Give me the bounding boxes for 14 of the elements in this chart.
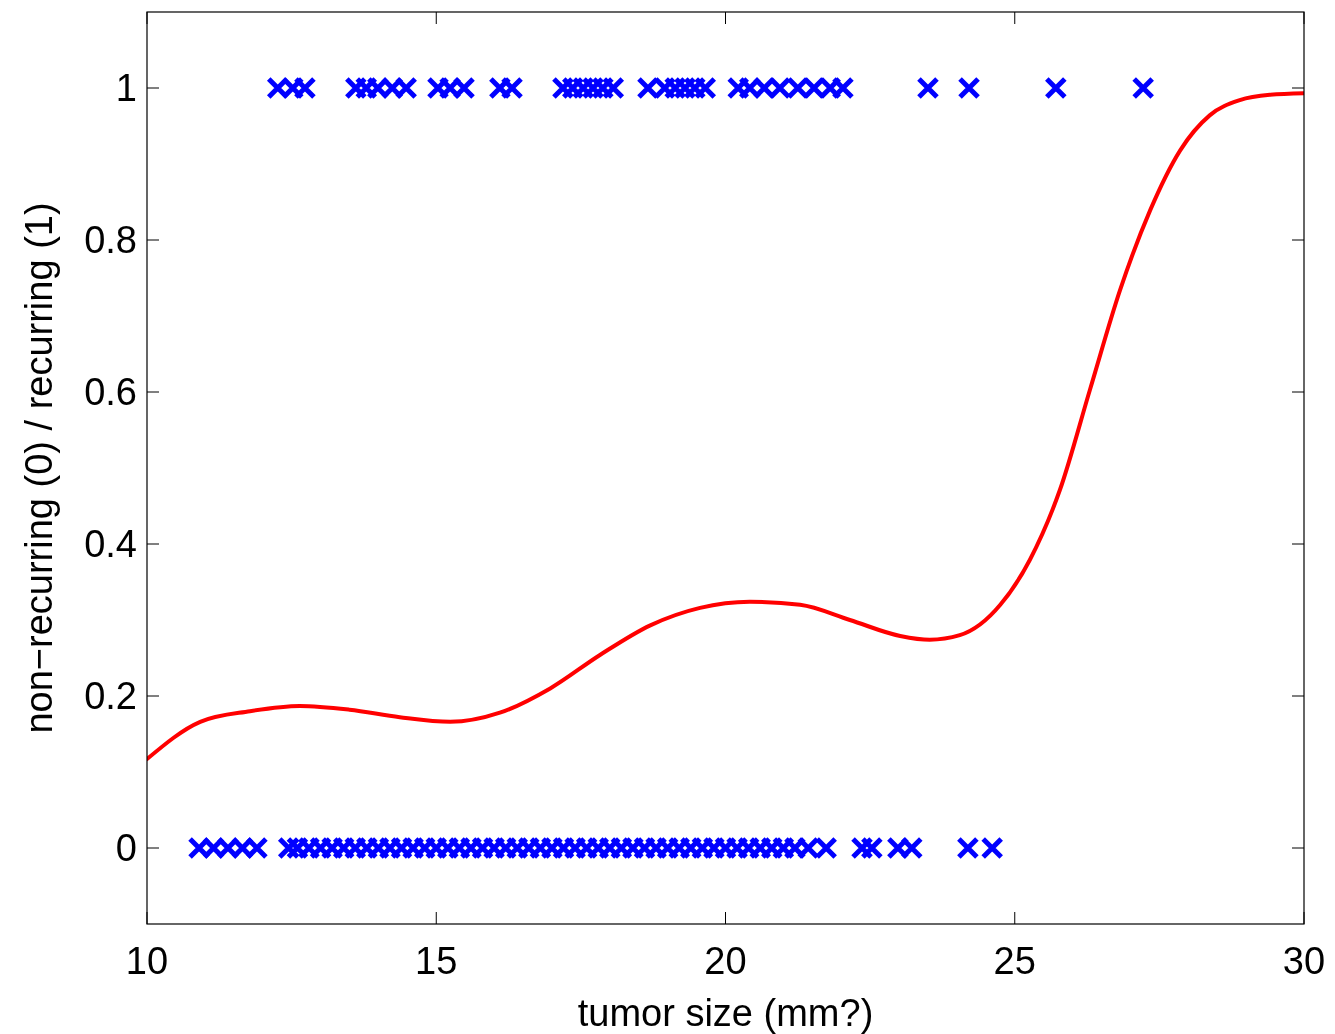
x-tick-label: 30 [1282, 940, 1326, 982]
y-tick-label: 0.2 [84, 675, 137, 718]
x-tick-label: 25 [993, 940, 1036, 982]
y-tick-label: 0 [115, 827, 137, 870]
y-tick-label: 1 [115, 67, 137, 110]
x-tick-label: 10 [125, 940, 169, 982]
y-tick-label: 0.4 [84, 523, 137, 566]
y-axis-title: non−recurring (0) / recurring (1) [18, 202, 60, 734]
x-tick-label: 15 [415, 940, 458, 982]
x-axis-title: tumor size (mm?) [577, 992, 874, 1034]
y-tick-label: 0.8 [84, 219, 137, 262]
y-tick-label: 0.6 [84, 371, 137, 414]
x-tick-label: 20 [704, 940, 747, 982]
line-series [147, 91, 1304, 762]
